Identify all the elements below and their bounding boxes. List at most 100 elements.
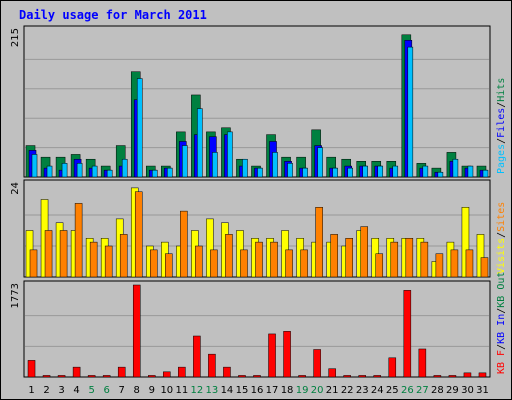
day-label-3: 3 [58, 385, 64, 396]
bar-kb-f-day-11 [178, 366, 186, 378]
day-label-31: 31 [476, 385, 489, 396]
legend-item: / [496, 308, 507, 314]
legend-item: / [496, 138, 507, 144]
day-label-16: 16 [251, 385, 264, 396]
day-label-25: 25 [386, 385, 399, 396]
bar-kb-f-day-22 [343, 375, 351, 378]
day-label-21: 21 [326, 385, 339, 396]
bar-pages-day-26 [407, 46, 414, 178]
day-label-22: 22 [341, 385, 354, 396]
bar-sites-day-25 [390, 241, 399, 278]
bar-kb-f-day-3 [57, 375, 66, 378]
bar-pages-day-16 [257, 167, 263, 178]
bar-sites-day-10 [165, 253, 173, 278]
bar-pages-day-29 [452, 158, 459, 178]
bar-sites-day-16 [255, 241, 263, 278]
bar-kb-f-day-2 [42, 375, 51, 378]
bar-sites-day-17 [270, 241, 278, 278]
day-label-26: 26 [401, 385, 414, 396]
bar-pages-day-6 [106, 169, 113, 178]
day-label-6: 6 [103, 385, 109, 396]
bar-kb-f-day-31 [478, 372, 487, 378]
bar-kb-f-day-16 [253, 375, 261, 378]
legend-item: Sites [496, 202, 507, 232]
day-label-18: 18 [281, 385, 294, 396]
bar-kb-f-day-15 [238, 375, 246, 378]
bar-kb-f-day-20 [313, 349, 321, 378]
day-label-4: 4 [73, 385, 79, 396]
bar-pages-day-14 [227, 131, 233, 178]
day-label-17: 17 [266, 385, 279, 396]
bar-sites-day-19 [300, 249, 308, 278]
legend-item: Visits [496, 238, 507, 274]
day-label-13: 13 [206, 385, 219, 396]
bar-pages-day-20 [317, 147, 323, 178]
bar-sites-day-7 [119, 234, 128, 278]
bar-kb-f-day-23 [358, 375, 366, 378]
bar-pages-day-2 [46, 165, 53, 178]
day-label-11: 11 [175, 385, 188, 396]
bar-pages-day-19 [302, 167, 308, 178]
bar-sites-day-15 [240, 249, 248, 278]
day-label-1: 1 [28, 385, 34, 396]
legend-item: / [496, 232, 507, 238]
bar-pages-day-30 [467, 165, 474, 178]
bar-sites-day-2 [44, 230, 53, 278]
legend-item: KB F [496, 350, 507, 374]
panel-kbytes: 1773 KB F/KB In/KB Out [10, 272, 507, 378]
day-label-19: 19 [296, 385, 309, 396]
bar-kb-f-day-1 [27, 360, 36, 378]
bar-sites-day-23 [360, 226, 368, 278]
legend-item: / [496, 344, 507, 350]
legend-item: Pages [496, 144, 507, 174]
bar-kb-f-day-9 [148, 375, 156, 378]
bar-pages-day-9 [152, 169, 158, 178]
bar-pages-day-23 [362, 165, 368, 178]
bar-sites-day-5 [89, 241, 98, 278]
day-label-2: 2 [43, 385, 49, 396]
bar-kb-f-day-13 [208, 353, 216, 378]
bar-sites-day-14 [225, 234, 233, 278]
bar-sites-day-1 [29, 249, 38, 278]
bar-kb-f-day-30 [463, 372, 472, 378]
bar-sites-day-4 [74, 203, 83, 278]
bar-pages-day-21 [332, 167, 338, 178]
day-labels: 1 2 3 4 5 6 7 8 9 10 11 12 13 14 15 16 17 18 19 20 21 22 23 24 2… [28, 385, 489, 396]
legend-kbytes: KB F/KB In/KB Out [496, 272, 507, 374]
day-label-20: 20 [311, 385, 324, 396]
bar-pages-day-1 [31, 154, 38, 178]
panel-frame [23, 25, 491, 178]
bar-kb-f-day-17 [268, 333, 276, 378]
day-label-28: 28 [431, 385, 444, 396]
bar-sites-day-11 [180, 210, 188, 278]
axis-max-label: 24 [10, 182, 21, 195]
bar-kb-f-day-5 [87, 375, 96, 378]
bar-sites-day-12 [195, 245, 203, 278]
bar-sites-day-3 [59, 230, 68, 278]
legend-item: Files [496, 108, 507, 138]
bar-pages-day-10 [167, 167, 173, 178]
bar-kb-f-day-26 [403, 290, 412, 378]
bar-kb-f-day-7 [117, 366, 126, 378]
bar-pages-day-12 [197, 108, 203, 178]
bar-visits-day-30 [461, 207, 470, 278]
bar-visits-day-13 [206, 218, 214, 278]
bar-sites-day-18 [285, 249, 293, 278]
axis-max-label: 1773 [10, 283, 21, 308]
chart-panels: 215Pages/Files/Hits24Visits/Sites1773KB … [10, 25, 507, 378]
bar-kb-f-day-19 [298, 375, 306, 378]
bar-sites-day-24 [375, 253, 384, 278]
day-label-8: 8 [134, 385, 140, 396]
bar-pages-day-25 [392, 165, 399, 178]
bar-kb-f-day-25 [388, 357, 397, 378]
bar-pages-day-4 [76, 163, 83, 178]
bar-kb-f-day-10 [163, 371, 171, 378]
bar-sites-day-21 [330, 234, 338, 278]
bar-pages-day-15 [242, 158, 248, 178]
bar-kb-f-day-6 [102, 375, 111, 378]
bar-pages-day-8 [136, 78, 143, 178]
bar-pages-day-31 [482, 169, 489, 178]
bar-kb-f-day-29 [448, 375, 457, 378]
